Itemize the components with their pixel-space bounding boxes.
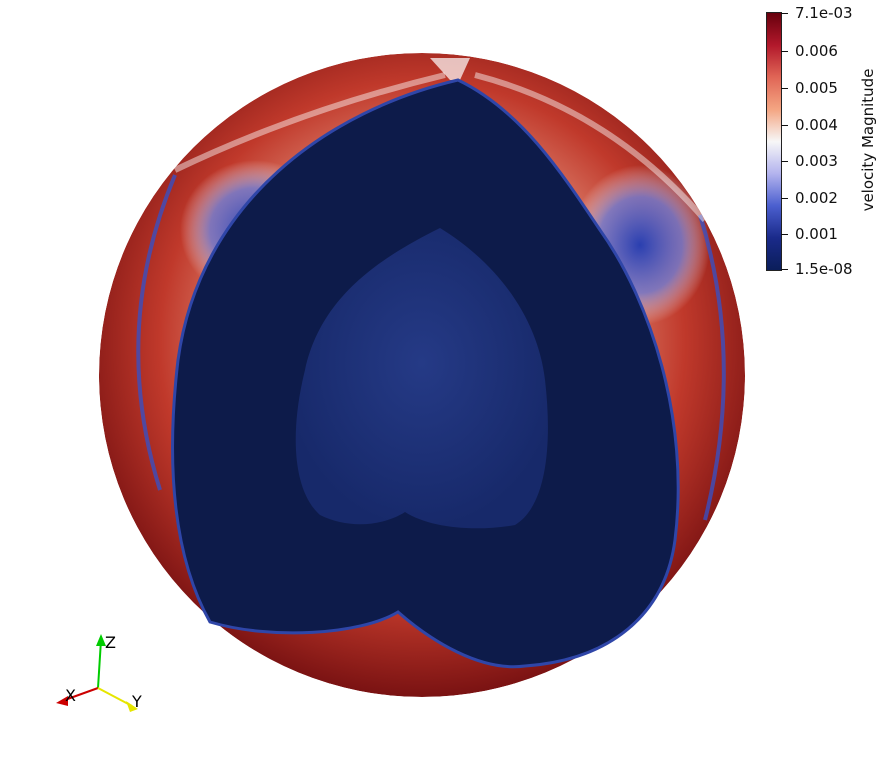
colorbar-tick-mark: [781, 88, 788, 89]
colorbar-tick-mark: [781, 13, 788, 14]
colorbar-tick-label: 7.1e-03: [795, 4, 853, 22]
colorbar-tick-label: 0.004: [795, 116, 838, 134]
axis-x-label: X: [65, 686, 76, 705]
axis-y-label: Y: [131, 692, 142, 711]
colorbar-tick-label: 0.006: [795, 42, 838, 60]
colorbar-tick-mark: [781, 234, 788, 235]
colorbar-tick-mark: [781, 198, 788, 199]
colorbar-tick-mark: [781, 269, 788, 270]
colorbar-tick-mark: [781, 51, 788, 52]
colorbar-tick-mark: [781, 161, 788, 162]
colorbar-tick-mark: [781, 125, 788, 126]
colorbar: [766, 12, 782, 271]
colorbar-tick-label: 0.005: [795, 79, 838, 97]
colorbar-tick-label: 1.5e-08: [795, 260, 853, 278]
colorbar-title: velocity Magnitude: [859, 68, 877, 212]
colorbar-tick-label: 0.002: [795, 189, 838, 207]
colorbar-tick-label: 0.003: [795, 152, 838, 170]
axis-z-label: Z: [105, 633, 116, 652]
inner-core: [295, 228, 548, 529]
axes-triad: Z X Y: [56, 633, 142, 712]
colorbar-tick-label: 0.001: [795, 225, 838, 243]
